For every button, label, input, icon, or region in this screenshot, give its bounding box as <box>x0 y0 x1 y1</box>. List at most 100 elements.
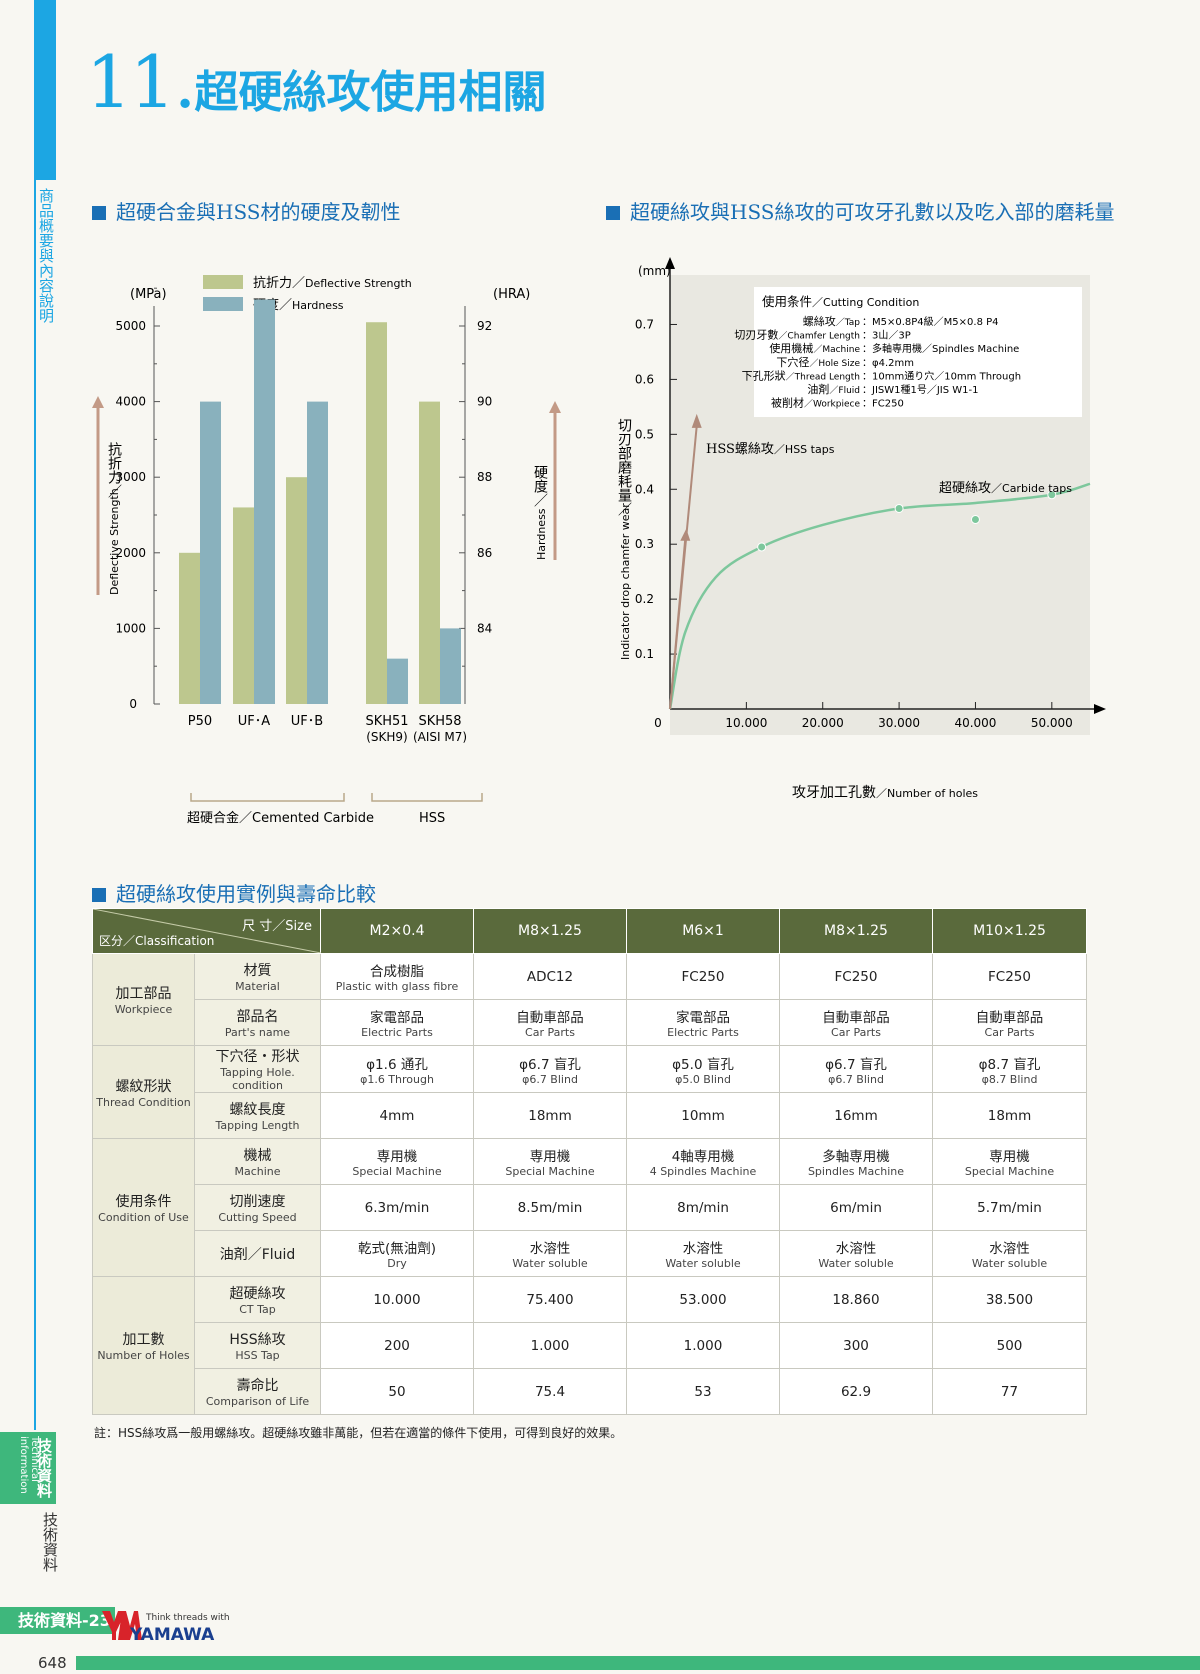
y-tick-label: 0.4 <box>635 482 654 496</box>
arrow-up-icon <box>680 528 691 541</box>
x-tick-label: 40.000 <box>954 716 996 730</box>
table-cell: 200 <box>320 1322 474 1369</box>
logo-brand: YAMAWA <box>129 1625 215 1645</box>
tap-life-comparison-table: 尺 寸／Size 区分／Classification M2×0.4 M8×1.2… <box>92 908 1087 1415</box>
row-sub-header: 下穴径・形状 Tapping Hole. condition <box>194 1045 321 1093</box>
table-row: 加工部品 Workpiece 材質 Material 合成樹脂 Plastic with … <box>92 953 1087 1046</box>
table-row: 使用条件 Condition of Use 機械 Machine 専用機 Special … <box>92 1138 1087 1277</box>
sidebar-tab-technical[interactable]: 技術資料 Technical information <box>0 1432 56 1504</box>
table-cell: 専用機 Special Machine <box>320 1138 474 1185</box>
group-label-carbide: 超硬合金／Cemented Carbide <box>187 810 374 826</box>
table-cell: 77 <box>932 1368 1087 1415</box>
y-tick-label: 4000 <box>115 395 146 409</box>
table-row: HSS絲攻 HSS Tap 200 1.000 1.000 300 500 <box>93 1322 1087 1369</box>
row-sub-header: HSS絲攻 HSS Tap <box>194 1322 321 1369</box>
bar-strength-SKH51 <box>366 322 387 704</box>
y-tick-label: 0 <box>129 697 137 711</box>
section-tag-label: 技術資料-23 <box>0 1607 115 1634</box>
table-cell: 8m/min <box>626 1184 780 1231</box>
table-cell: ADC12 <box>473 953 627 1000</box>
condition-label: 使用機械／Machine <box>769 341 860 355</box>
y-tick-label: 0.1 <box>635 647 654 661</box>
bar-hardness-SKH51 <box>387 658 408 704</box>
right-axis-label-en: Hardness <box>535 508 548 560</box>
bar-strength-SKH58 <box>419 401 440 704</box>
y-tick-label: 5000 <box>115 319 146 333</box>
carbide-series-label: 超硬絲攻／Carbide taps <box>939 481 1072 496</box>
y-right-tick-label: 90 <box>477 395 492 409</box>
wear-vs-holes-line-chart: (mm) 0.1 0.2 0.3 0.4 0.5 0.6 0.7 0 10.000 20.000 3… <box>616 257 1106 801</box>
condition-value: ：FC250 <box>862 399 904 410</box>
sidebar-bottom-label: 技術資料 <box>41 1512 59 1572</box>
row-sub-header: 超硬絲攻 CT Tap <box>194 1276 321 1323</box>
x-tick-label: 50.000 <box>1031 716 1073 730</box>
x-tick-label: SKH51 <box>365 714 408 729</box>
table-cell: 53.000 <box>626 1276 780 1323</box>
hardness-strength-bar-chart: 抗折力／Deflective Strength 硬度／Hardness (MPa… <box>92 275 561 826</box>
y-right-tick-label: 92 <box>477 319 492 333</box>
arrow-up-icon <box>665 257 675 269</box>
series-carbide-markers <box>757 490 1057 552</box>
column-header: M2×0.4 <box>320 908 474 954</box>
table-cell: 家電部品 Electric Parts <box>320 999 474 1046</box>
y-axis-label-en: Indicator drop chamfer wear <box>619 503 632 660</box>
series-carbide-line <box>668 482 1091 710</box>
table-cell: 5.7m/min <box>932 1184 1087 1231</box>
x-tick-label: UF･A <box>238 714 270 729</box>
column-header: M10×1.25 <box>932 908 1087 954</box>
condition-label: 下穴径／Hole Size <box>776 355 860 369</box>
table-cell: FC250 <box>779 953 933 1000</box>
table-cell: φ5.0 盲孔 φ5.0 Blind <box>626 1045 780 1093</box>
table-cell: FC250 <box>932 953 1087 1000</box>
table-cell: 6m/min <box>779 1184 933 1231</box>
table-cell: 合成樹脂 Plastic with glass fibre <box>320 953 474 1000</box>
sidebar-line <box>34 180 36 1430</box>
table-cell: φ1.6 通孔 φ1.6 Through <box>320 1045 474 1093</box>
table-cell: 75.400 <box>473 1276 627 1323</box>
condition-value: ：多軸専用機／Spindles Machine <box>862 342 1019 355</box>
y-tick-label: 0.6 <box>635 372 654 386</box>
condition-value: ：φ4.2mm <box>862 358 914 369</box>
y-tick-label: 0.5 <box>635 427 654 441</box>
table-corner-header: 尺 寸／Size 区分／Classification <box>92 908 321 954</box>
left-axis-unit: (MPa) <box>130 287 167 302</box>
left-axis-label-en: Deflective Strength <box>108 488 121 595</box>
right-axis-label-zh: 硬度／ <box>532 465 548 507</box>
logo-mark-icon <box>102 1611 126 1640</box>
page-title-text: 超硬絲攻使用相關 <box>194 67 547 118</box>
table-cell: 自動車部品 Car Parts <box>779 999 933 1046</box>
condition-label: 螺絲攻／Tap <box>803 314 861 328</box>
condition-label: 切刃牙數／Chamfer Length <box>734 329 860 342</box>
table-cell: 自動車部品 Car Parts <box>932 999 1087 1046</box>
table-cell: FC250 <box>626 953 780 1000</box>
corner-size-label: 尺 寸／Size <box>242 919 312 934</box>
group-label-hss: HSS <box>419 811 445 826</box>
x-tick-label: 0 <box>654 716 662 730</box>
y-tick-label: 0.3 <box>635 537 654 551</box>
x-tick-label: UF･B <box>291 714 323 729</box>
right-axis-unit: (HRA) <box>493 287 530 302</box>
table-cell: 10.000 <box>320 1276 474 1323</box>
legend-swatch-hardness <box>203 297 243 311</box>
condition-label: 油剤／Fluid <box>807 382 860 396</box>
table-cell: 500 <box>932 1322 1087 1369</box>
y-axis-unit: (mm) <box>638 264 671 278</box>
arrow-right-icon <box>1094 704 1106 714</box>
condition-rows: 螺絲攻／Tap ：M5×0.8P4級／M5×0.8 P4切刃牙數／Chamfer … <box>734 314 1021 410</box>
carbide-point <box>1047 490 1057 500</box>
carbide-point <box>894 503 904 513</box>
table-row: 加工數 Number of Holes 超硬絲攻 CT Tap 10.000 75.400… <box>92 1276 1087 1415</box>
table-cell: φ6.7 盲孔 φ6.7 Blind <box>779 1045 933 1093</box>
table-cell: 自動車部品 Car Parts <box>473 999 627 1046</box>
table-row: 部品名 Part's name 家電部品 Electric Parts 自動車部品 Car… <box>93 999 1087 1046</box>
table-cell: 1.000 <box>473 1322 627 1369</box>
table-cell: 53 <box>626 1368 780 1415</box>
y-tick-label: 1000 <box>115 621 146 635</box>
x-tick-label: 10.000 <box>725 716 767 730</box>
page-number: 648 <box>38 1654 67 1672</box>
chart1-x-labels: P50 UF･A UF･B SKH51(SKH9) SKH58(AISI M7) <box>188 714 467 744</box>
cutting-condition-box <box>754 287 1082 417</box>
bar-hardness-UF･A <box>254 299 275 704</box>
corner-class-label: 区分／Classification <box>99 934 215 948</box>
x-axis-label: 攻牙加工孔數／Number of holes <box>792 785 978 801</box>
